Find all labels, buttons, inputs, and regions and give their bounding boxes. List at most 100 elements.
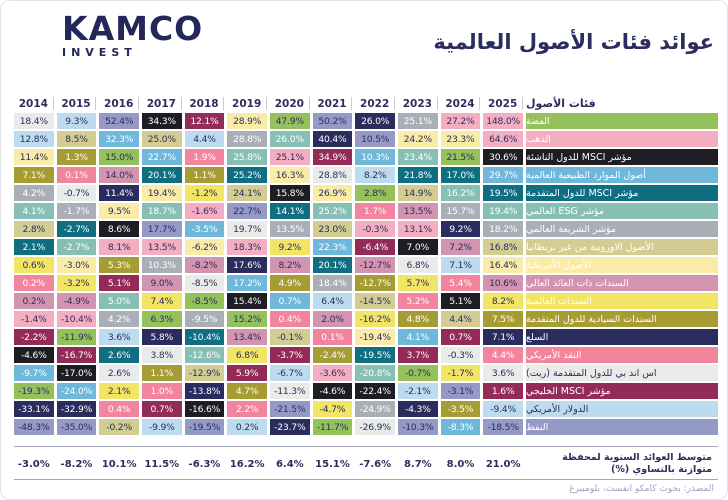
return-cell-2017-rank16: 1.0%	[142, 383, 182, 399]
return-cell-2023-rank4: 21.8%	[398, 167, 438, 183]
return-cell-2015-rank3: 1.3%	[56, 149, 97, 165]
return-cell-2021-rank9: 20.1%	[312, 257, 353, 273]
return-cell-2014-rank14: -4.6%	[14, 347, 54, 363]
return-cell-2024-rank1: 27.2%	[440, 113, 481, 129]
return-cell-2022-rank7: -0.3%	[355, 221, 395, 237]
return-cell-2018-rank14: -12.6%	[184, 347, 225, 363]
return-cell-2021-rank18: -11.7%	[312, 419, 353, 435]
kamco-logo-main: KAMCO	[62, 9, 204, 48]
summary-label: متوسط العوائد السنوية لمحفظة متوازنة بال…	[562, 452, 712, 475]
return-cell-2025-rank12: 7.5%	[483, 311, 523, 327]
return-cell-2017-rank4: 20.1%	[142, 167, 182, 183]
return-cell-2016-rank17: 0.4%	[99, 401, 139, 417]
return-cell-2019-rank14: 6.8%	[227, 347, 267, 363]
return-cell-2018-rank2: 4.4%	[184, 131, 225, 147]
return-cell-2025-rank15: 3.6%	[483, 365, 523, 381]
return-cell-2021-rank13: 0.1%	[312, 329, 353, 345]
summary-value-2017: 11.5%	[144, 458, 180, 470]
return-cell-2015-rank9: -3.0%	[56, 257, 97, 273]
return-cell-2025-rank18: -18.5%	[483, 419, 523, 435]
year-header-2023: 2023	[398, 97, 438, 110]
return-cell-2014-rank4: 7.1%	[14, 167, 54, 183]
return-cell-2025-rank5: 19.5%	[483, 185, 523, 201]
return-cell-2019-rank6: 22.7%	[227, 203, 267, 219]
asset-label-gcc: مؤشر MSCI الخليجي	[526, 383, 718, 399]
return-cell-2024-rank16: -3.1%	[440, 383, 481, 399]
return-cell-2022-rank5: 2.8%	[355, 185, 395, 201]
return-cell-2020-rank16: -11.3%	[270, 383, 310, 399]
return-cell-2016-rank12: 4.2%	[99, 311, 139, 327]
return-cell-2016-rank4: 14.0%	[99, 167, 139, 183]
kamco-logo: KAMCO INVEST	[62, 9, 204, 60]
year-header-2015: 2015	[57, 97, 97, 110]
asset-label-slv: الفضة	[526, 113, 718, 129]
return-cell-2019-rank7: 19.7%	[227, 221, 267, 237]
return-cell-2022-rank10: -12.7%	[355, 275, 395, 291]
return-cell-2021-rank15: -3.6%	[312, 365, 353, 381]
return-cell-2016-rank1: 52.4%	[99, 113, 139, 129]
return-cell-2025-rank7: 18.2%	[483, 221, 523, 237]
return-cell-2021-rank4: 28.8%	[312, 167, 353, 183]
return-cell-2023-rank11: 5.2%	[398, 293, 438, 309]
return-cell-2016-rank8: 8.1%	[99, 239, 139, 255]
year-header-2024: 2024	[441, 97, 481, 110]
return-cell-2016-rank13: 3.6%	[99, 329, 139, 345]
return-cell-2025-rank14: 4.4%	[483, 347, 523, 363]
return-cell-2024-rank5: 16.2%	[440, 185, 481, 201]
return-cell-2021-rank3: 34.9%	[312, 149, 353, 165]
return-cell-2015-rank16: -24.0%	[56, 383, 97, 399]
return-cell-2020-rank2: 26.0%	[270, 131, 310, 147]
return-cell-2025-rank11: 8.2%	[483, 293, 523, 309]
return-cell-2019-rank8: 18.3%	[227, 239, 267, 255]
return-cell-2023-rank3: 23.4%	[398, 149, 438, 165]
summary-row: -3.0% -8.2% 10.1% 11.5% -6.3% 16.2% 6.4% 15.1% -…	[14, 452, 718, 476]
return-cell-2024-rank9: 7.1%	[440, 257, 481, 273]
return-cell-2014-rank12: -1.4%	[14, 311, 54, 327]
return-cell-2024-rank11: 5.1%	[440, 293, 481, 309]
return-cell-2016-rank5: 11.4%	[99, 185, 139, 201]
return-cell-2020-rank13: -0.1%	[270, 329, 310, 345]
asset-label-sov: السندات السيادية للدول المتقدمة	[526, 311, 718, 327]
summary-value-2016: 10.1%	[101, 458, 137, 470]
summary-value-2021: 15.1%	[315, 458, 350, 470]
return-cell-2014-rank13: -2.2%	[14, 329, 54, 345]
return-cell-2025-rank10: 10.6%	[483, 275, 523, 291]
return-cell-2014-rank15: -9.7%	[14, 365, 54, 381]
summary-value-2025: 21.0%	[485, 458, 521, 470]
return-cell-2024-rank3: 21.5%	[440, 149, 481, 165]
return-cell-2025-rank1: 148.0%	[483, 113, 523, 129]
return-cell-2018-rank12: -9.5%	[184, 311, 225, 327]
return-cell-2015-rank13: -11.9%	[56, 329, 97, 345]
return-cell-2024-rank12: 4.4%	[440, 311, 481, 327]
return-cell-2019-rank16: 4.7%	[227, 383, 267, 399]
return-cell-2024-rank6: 15.7%	[440, 203, 481, 219]
return-cell-2019-rank10: 17.2%	[227, 275, 267, 291]
return-cell-2016-rank3: 15.0%	[99, 149, 139, 165]
return-cell-2018-rank8: -6.2%	[184, 239, 225, 255]
return-cell-2022-rank17: -24.9%	[355, 401, 395, 417]
return-cell-2017-rank2: 25.0%	[142, 131, 182, 147]
return-cell-2017-rank17: 0.7%	[142, 401, 182, 417]
asset-label-nat: أصول الموارد الطبيعية العالمية	[526, 167, 718, 183]
return-cell-2025-rank6: 19.4%	[483, 203, 523, 219]
return-cell-2019-rank12: 15.2%	[227, 311, 267, 327]
return-cell-2018-rank13: -10.4%	[184, 329, 225, 345]
return-cell-2017-rank3: 22.7%	[142, 149, 182, 165]
asset-label-csh: النقد الأمريكي	[526, 347, 718, 363]
summary-top-rule	[14, 446, 718, 447]
return-cell-2022-rank9: -12.7%	[355, 257, 395, 273]
return-cell-2015-rank2: 8.5%	[56, 131, 97, 147]
return-cell-2022-rank8: -6.4%	[355, 239, 395, 255]
asset-label-hyb: السندات ذات العائد العالي	[526, 275, 718, 291]
return-cell-2021-rank17: -4.7%	[312, 401, 353, 417]
summary-value-2024: 8.0%	[446, 458, 475, 470]
return-cell-2023-rank18: -10.3%	[398, 419, 438, 435]
return-cell-2017-rank18: -9.9%	[142, 419, 182, 435]
return-cell-2021-rank12: 2.0%	[312, 311, 353, 327]
year-header-2025: 2025	[483, 97, 523, 110]
return-cell-2019-rank18: 0.2%	[227, 419, 267, 435]
return-cell-2019-rank2: 28.8%	[227, 131, 267, 147]
summary-value-2019: 16.2%	[229, 458, 265, 470]
return-cell-2015-rank10: -3.2%	[56, 275, 97, 291]
return-cell-2015-rank17: -32.9%	[56, 401, 97, 417]
